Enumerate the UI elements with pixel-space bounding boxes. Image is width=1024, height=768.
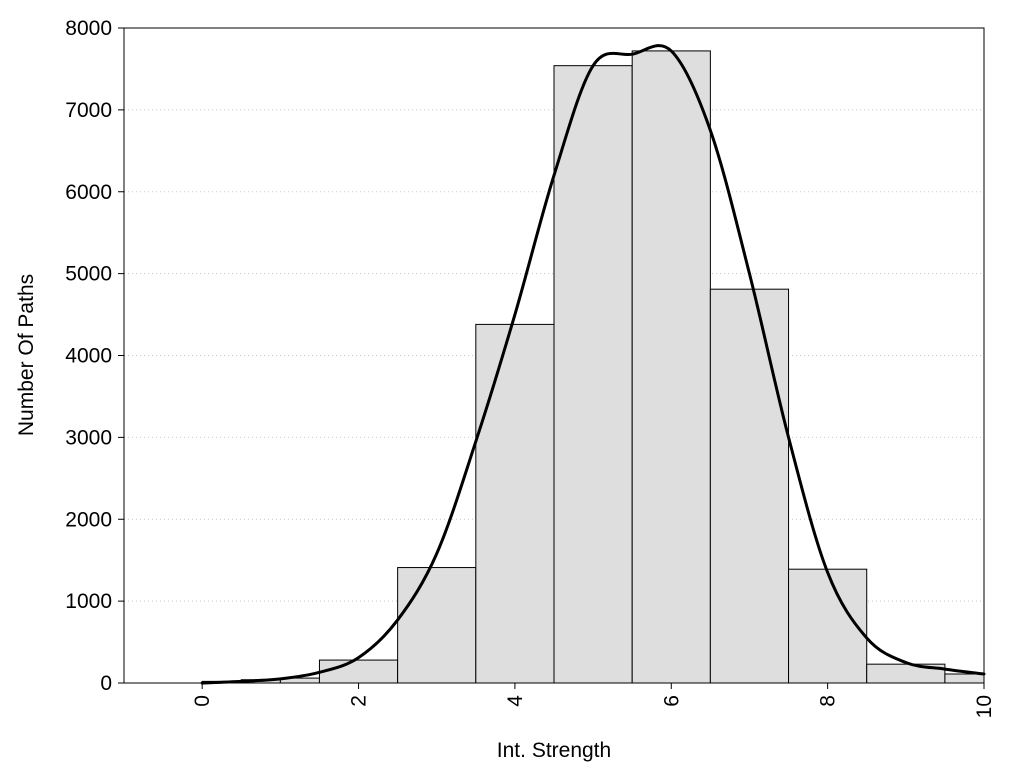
histogram-bar (397, 567, 477, 684)
x-tick-label: 8 (817, 695, 840, 707)
y-tick-label: 6000 (65, 181, 112, 204)
histogram-bar (631, 50, 711, 684)
histogram-bar (709, 288, 790, 684)
histogram-bar (788, 568, 868, 684)
histogram-bar (318, 659, 399, 684)
y-tick-label: 2000 (65, 508, 112, 531)
y-tick-label: 4000 (65, 345, 112, 368)
y-axis-ticks: 0 1000 2000 3000 4000 5000 6000 7000 8000 (65, 17, 124, 695)
y-axis-title: Number Of Paths (15, 274, 38, 436)
density-curve (200, 44, 986, 685)
y-tick-label: 5000 (65, 263, 112, 286)
density-curve-layer (200, 44, 986, 685)
histogram-bar (944, 673, 985, 684)
y-tick-label: 3000 (65, 426, 112, 449)
x-tick-label: 10 (973, 695, 996, 718)
y-tick-label: 7000 (65, 99, 112, 122)
x-tick-label: 6 (660, 695, 683, 707)
histogram-bar (475, 323, 555, 684)
y-tick-label: 0 (100, 672, 112, 695)
x-axis-ticks: 0 2 4 6 8 10 (191, 683, 996, 718)
histogram-bar (553, 65, 633, 684)
x-tick-label: 2 (348, 695, 371, 707)
y-tick-label: 1000 (65, 590, 112, 613)
histogram-bars (201, 50, 985, 684)
x-axis-title: Int. Strength (497, 739, 611, 762)
x-tick-label: 4 (504, 695, 527, 707)
x-tick-label: 0 (191, 695, 214, 707)
y-tick-label: 8000 (65, 17, 112, 40)
